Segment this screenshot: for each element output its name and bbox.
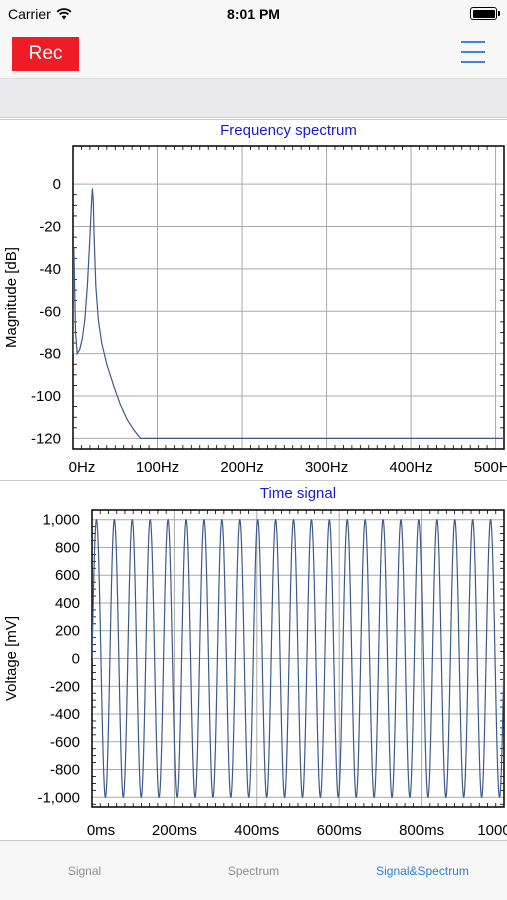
frequency-spectrum-chart: Frequency spectrum 0Hz 100Hz 200Hz 300Hz 400H… <box>0 119 507 478</box>
plot-area <box>73 146 504 449</box>
y-tick-label: -80 <box>39 346 61 363</box>
y-tick-label: -20 <box>39 219 61 236</box>
carrier-info: Carrier <box>8 6 72 22</box>
tab-spectrum[interactable]: Spectrum <box>227 863 280 878</box>
y-tick-label: 800 <box>55 539 80 556</box>
chart-title: Time signal <box>260 485 336 502</box>
toolbar: Rec <box>0 28 507 78</box>
wifi-icon <box>56 8 72 20</box>
status-bar: Carrier 8:01 PM <box>0 0 507 28</box>
y-tick-label: -600 <box>50 734 80 751</box>
y-axis-label: Voltage [mV] <box>3 616 20 701</box>
x-tick-label: 400Hz <box>389 459 432 476</box>
y-tick-label: -400 <box>50 706 80 723</box>
y-tick-label: -1,000 <box>37 789 80 806</box>
x-tick-label: 500Hz <box>474 459 507 476</box>
chart-title: Frequency spectrum <box>220 122 357 139</box>
y-tick-label: -200 <box>50 678 80 695</box>
y-tick-label: 0 <box>72 651 80 668</box>
x-tick-label: 400ms <box>234 822 279 839</box>
y-tick-label: 600 <box>55 567 80 584</box>
y-tick-label: 400 <box>55 595 80 612</box>
x-tick-label: 1000ms <box>477 822 507 839</box>
x-tick-label: 600ms <box>317 822 362 839</box>
x-tick-label: 100Hz <box>136 459 179 476</box>
hamburger-menu-icon[interactable] <box>461 41 485 63</box>
y-tick-label: 200 <box>55 623 80 640</box>
x-tick-label: 300Hz <box>305 459 348 476</box>
time-signal-plot: Time signal 0ms 200ms 400ms 600ms 800ms 1000ms… <box>0 480 507 839</box>
battery-icon <box>470 7 500 20</box>
x-tick-label: 800ms <box>399 822 444 839</box>
clock: 8:01 PM <box>227 6 280 22</box>
series-line <box>92 518 504 799</box>
y-tick-label: 0 <box>53 176 61 193</box>
tab-signal-spectrum[interactable]: Signal&Spectrum <box>376 863 469 878</box>
y-tick-label: -60 <box>39 303 61 320</box>
y-axis-label: Magnitude [dB] <box>3 247 20 348</box>
info-bar <box>0 78 507 118</box>
tab-bar: Signal Spectrum Signal&Spectrum <box>0 840 507 900</box>
carrier-label: Carrier <box>8 6 51 22</box>
time-signal-chart: Time signal 0ms 200ms 400ms 600ms 800ms 1000ms… <box>0 480 507 840</box>
y-tick-label: -40 <box>39 261 61 278</box>
y-tick-label: -800 <box>50 762 80 779</box>
y-tick-label: -100 <box>31 388 61 405</box>
series-line <box>73 188 504 440</box>
x-tick-label: 200ms <box>152 822 197 839</box>
y-tick-label: 1,000 <box>42 512 80 529</box>
x-tick-label: 200Hz <box>220 459 263 476</box>
rec-button[interactable]: Rec <box>12 37 79 71</box>
tab-signal[interactable]: Signal <box>67 863 102 878</box>
x-tick-label: 0ms <box>87 822 115 839</box>
y-tick-label: -120 <box>31 430 61 447</box>
x-tick-label: 0Hz <box>69 459 96 476</box>
frequency-spectrum-plot: Frequency spectrum 0Hz 100Hz 200Hz 300Hz 400H… <box>0 119 507 476</box>
